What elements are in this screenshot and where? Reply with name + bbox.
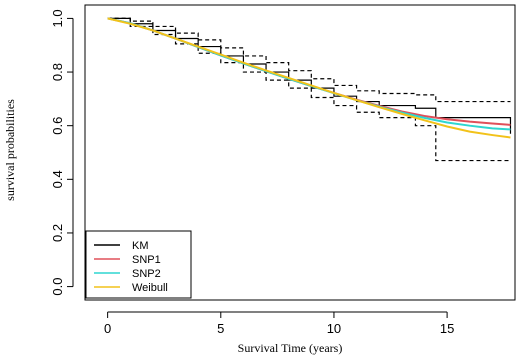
plot-frame <box>84 4 516 301</box>
x-tick-label: 0 <box>104 321 111 336</box>
x-tick-label: 15 <box>440 321 454 336</box>
y-tick-label: 0.0 <box>50 278 65 296</box>
x-tick-label: 10 <box>327 321 341 336</box>
y-tick-label: 0.8 <box>50 63 65 81</box>
axes: 0 5 10 15 0.0 0.2 0.4 0.6 0.8 1.0 <box>50 9 454 336</box>
legend-label-km: KM <box>132 240 149 252</box>
y-tick-label: 0.4 <box>50 170 65 188</box>
legend-label-snp1: SNP1 <box>132 254 161 266</box>
y-tick-label: 0.2 <box>50 224 65 242</box>
x-tick-label: 5 <box>217 321 224 336</box>
series-snp1-line <box>107 17 511 126</box>
x-axis-title: Survival Time (years) <box>238 341 343 355</box>
y-tick-label: 0.6 <box>50 117 65 135</box>
y-axis-title: survival probabilities <box>3 99 17 201</box>
series-km-upper-line <box>107 17 511 103</box>
legend: KM SNP1 SNP2 Weibull <box>85 230 192 299</box>
legend-label-weibull: Weibull <box>132 282 168 294</box>
series-weibull-line <box>107 17 511 139</box>
series-layer <box>107 17 512 162</box>
y-tick-label: 1.0 <box>50 9 65 27</box>
legend-label-snp2: SNP2 <box>132 268 161 280</box>
series-km-lower-line <box>107 17 511 162</box>
